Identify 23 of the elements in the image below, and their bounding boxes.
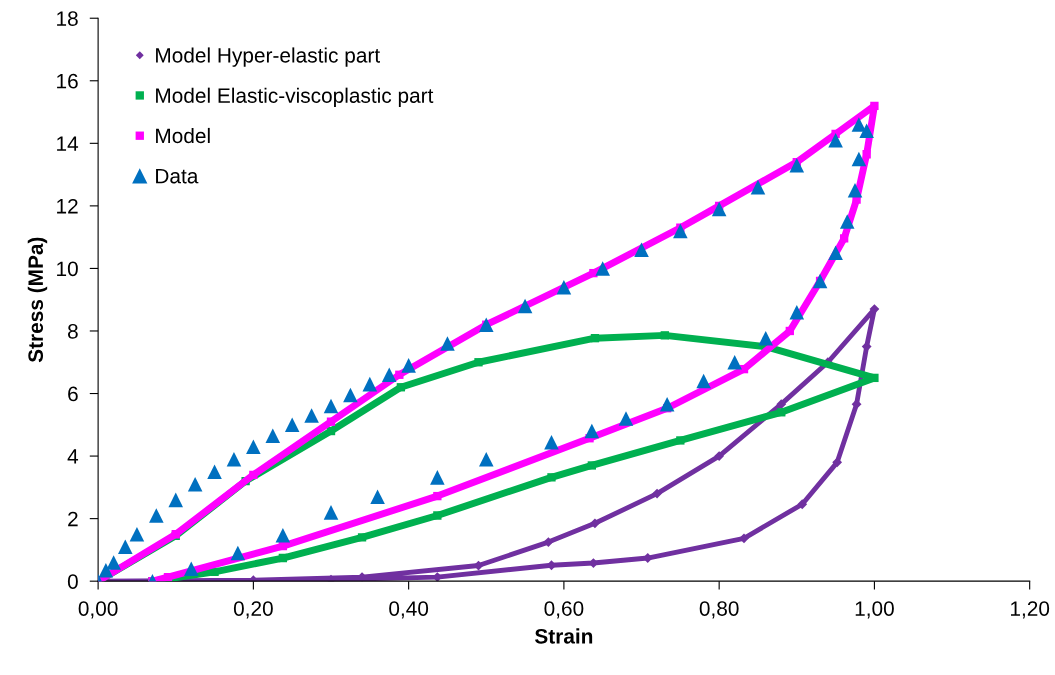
y-axis-title: Stress (MPa) bbox=[27, 237, 48, 363]
x-tick-label: 1,20 bbox=[1011, 601, 1050, 619]
legend-label: Model Hyper-elastic part bbox=[156, 47, 380, 67]
legend-label: Data bbox=[156, 168, 199, 184]
y-tick-label: 14 bbox=[57, 136, 79, 151]
y-tick-label: 2 bbox=[68, 511, 78, 527]
legend-label: Model Elastic-viscoplastic part bbox=[156, 87, 434, 108]
y-tick-label: 6 bbox=[68, 386, 78, 402]
x-tick-label: 0,20 bbox=[233, 601, 273, 619]
y-tick-label: 12 bbox=[57, 198, 78, 214]
legend-label: Model bbox=[156, 127, 210, 144]
y-tick-label: 10 bbox=[57, 261, 78, 277]
x-tick-label: 1,00 bbox=[855, 601, 894, 619]
y-tick-label: 0 bbox=[67, 574, 78, 589]
y-tick-label: 8 bbox=[67, 323, 78, 339]
x-tick-label: 0,60 bbox=[544, 601, 584, 619]
x-axis-title: Strain bbox=[534, 628, 593, 644]
x-tick-label: 0,80 bbox=[699, 601, 739, 619]
y-tick-label: 4 bbox=[67, 449, 79, 464]
x-tick-label: 0,00 bbox=[78, 601, 118, 619]
y-tick-label: 18 bbox=[57, 11, 78, 26]
y-tick-label: 16 bbox=[57, 73, 78, 89]
x-tick-label: 0,40 bbox=[389, 601, 429, 619]
